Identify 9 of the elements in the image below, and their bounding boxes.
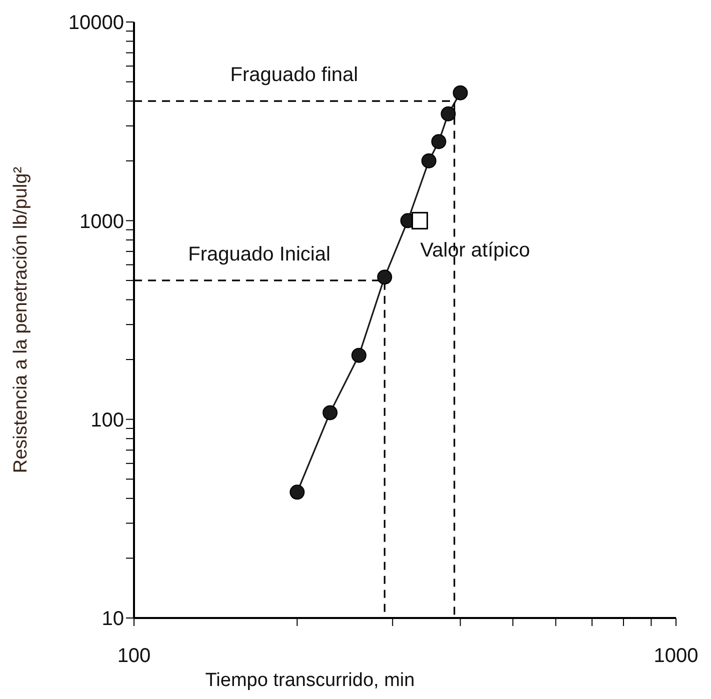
series-label: Fraguado Inicial [188, 243, 330, 266]
series-label: Valor atípico [420, 240, 530, 262]
x-axis-title: Tiempo transcurrido, min [205, 670, 415, 691]
y-tick-label: 10000 [68, 12, 124, 34]
y-tick-label: 1000 [80, 210, 124, 233]
y-axis-title: Resistencia a la penetración lb/pulg² [10, 166, 32, 474]
y-tick-label: 100 [90, 409, 124, 432]
y-tick-label: 10 [102, 608, 124, 630]
series-label: Fraguado final [230, 64, 358, 86]
